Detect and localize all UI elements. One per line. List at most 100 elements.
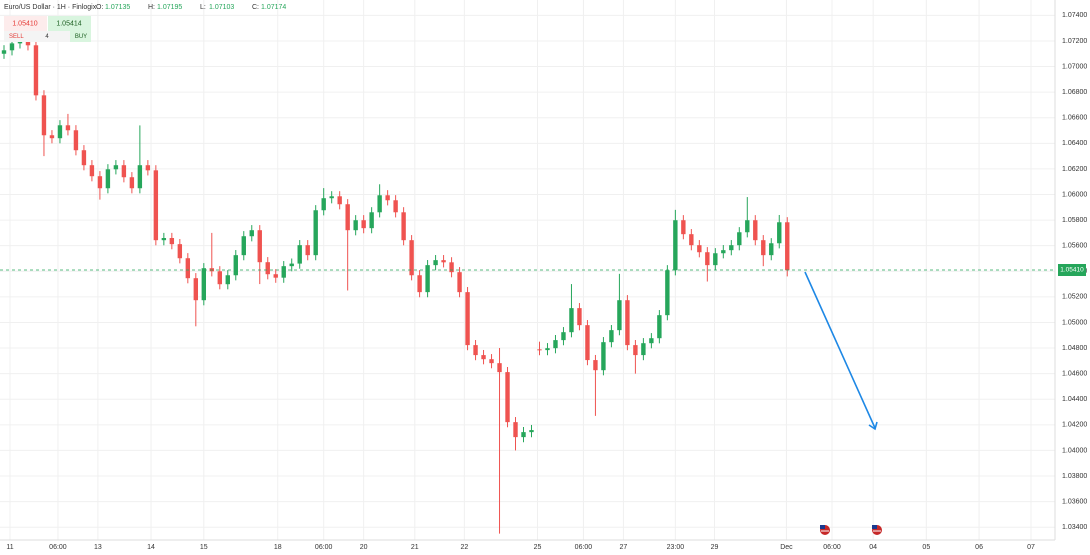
current-price-label: 1.05410 <box>1060 267 1084 274</box>
y-tick-label: 1.05200 <box>1062 294 1087 301</box>
legend-key: L: <box>200 4 206 11</box>
candle-body <box>169 238 175 245</box>
candle-body <box>393 200 398 213</box>
candle-body <box>649 338 654 344</box>
current-price-box <box>1058 264 1086 276</box>
candle-body <box>153 170 159 241</box>
candle-body <box>577 308 582 326</box>
candle-body <box>689 234 694 246</box>
candle-body <box>353 220 358 231</box>
candle-body <box>273 274 278 278</box>
candle-body <box>769 243 774 256</box>
candle-body <box>457 272 462 293</box>
candle-body <box>633 345 638 356</box>
candle-body <box>377 195 382 213</box>
y-tick-label: 1.06400 <box>1062 140 1087 147</box>
candle-body <box>129 177 135 189</box>
candle-body <box>729 245 734 251</box>
candle-body <box>505 372 510 423</box>
candle-body <box>145 165 151 171</box>
y-tick-label: 1.05600 <box>1062 243 1087 250</box>
y-tick-label: 1.07400 <box>1062 12 1087 19</box>
candle-body <box>337 196 342 205</box>
x-tick-label: 14 <box>147 544 155 551</box>
y-tick-label: 1.05000 <box>1062 319 1087 326</box>
candle-body <box>9 43 15 51</box>
candle-body <box>705 252 710 266</box>
legend-key: C: <box>252 4 259 11</box>
y-tick-label: 1.04800 <box>1062 345 1087 352</box>
buy-label-box <box>70 31 91 42</box>
candle-body <box>201 268 207 301</box>
sell-label: SELL <box>9 34 24 40</box>
x-tick-label: 22 <box>460 544 468 551</box>
candle-body <box>89 165 95 177</box>
candle-body <box>313 210 318 256</box>
x-tick-label: 06 <box>975 544 983 551</box>
candle-body <box>665 270 670 316</box>
candle-body <box>745 220 750 233</box>
candle-body <box>625 300 630 346</box>
sell-button[interactable] <box>4 16 47 31</box>
spread: 4 <box>45 34 49 40</box>
candle-body <box>425 265 430 293</box>
x-tick-label: Dec <box>780 544 793 551</box>
candle-body <box>513 422 518 438</box>
candles <box>1 36 790 534</box>
candle-body <box>529 430 534 433</box>
candle-body <box>1 50 7 54</box>
legend-key: H: <box>148 4 155 11</box>
candle-body <box>545 348 550 351</box>
legend-value: 1.07135 <box>105 4 130 11</box>
candle-body <box>41 95 47 136</box>
candle-body <box>473 345 478 356</box>
candle-body <box>113 165 119 170</box>
candle-body <box>569 308 574 333</box>
candle-body <box>481 355 486 360</box>
buy-label: BUY <box>75 34 87 40</box>
candle-body <box>449 262 454 273</box>
candle-body <box>57 125 63 139</box>
x-tick-label: 07 <box>1027 544 1035 551</box>
candle-body <box>137 165 143 189</box>
candle-body <box>33 45 39 96</box>
candle-body <box>305 245 310 256</box>
candle-body <box>225 275 230 285</box>
ohlc-legend: O: 1.07135 H: 1.07195 L: 1.07103 C: 1.07174 <box>96 4 286 11</box>
x-tick-label: 25 <box>534 544 542 551</box>
buy-button[interactable] <box>48 16 91 31</box>
y-tick-label: 1.04000 <box>1062 447 1087 454</box>
x-tick-label: 29 <box>711 544 719 551</box>
candle-body <box>241 236 246 256</box>
candle-body <box>193 278 199 301</box>
candle-body <box>177 244 183 259</box>
candle-body <box>521 432 526 438</box>
candle-body <box>785 222 790 271</box>
candle-body <box>409 240 414 276</box>
x-tick-label: 13 <box>94 544 102 551</box>
candle-body <box>345 204 350 231</box>
candle-body <box>441 260 446 263</box>
candle-body <box>249 230 254 237</box>
y-tick-label: 1.06600 <box>1062 115 1087 122</box>
x-tick-label: 06:00 <box>575 544 593 551</box>
candle-body <box>433 260 438 266</box>
candle-body <box>105 169 111 189</box>
candle-body <box>281 266 286 278</box>
candle-body <box>777 222 782 244</box>
x-tick-label: 04 <box>869 544 877 551</box>
candle-body <box>73 130 79 151</box>
x-tick-label: 06:00 <box>315 544 333 551</box>
grid <box>0 0 1055 540</box>
candle-body <box>553 340 558 349</box>
y-tick-label: 1.03800 <box>1062 473 1087 480</box>
y-tick-label: 1.04600 <box>1062 370 1087 377</box>
y-tick-label: 1.06000 <box>1062 191 1087 198</box>
candle-body <box>265 262 270 275</box>
trade-row <box>4 31 91 42</box>
chart-title: Euro/US Dollar · 1H · Finlogix <box>4 4 97 11</box>
candle-body <box>385 195 390 201</box>
x-tick-label: 15 <box>200 544 208 551</box>
x-tick-label: 18 <box>274 544 282 551</box>
